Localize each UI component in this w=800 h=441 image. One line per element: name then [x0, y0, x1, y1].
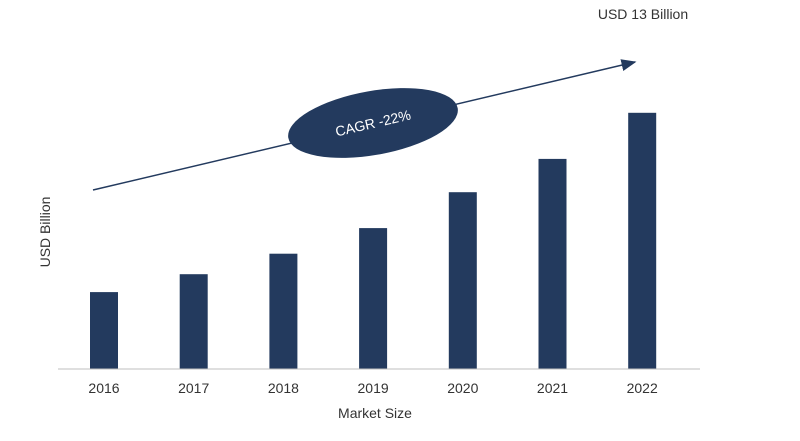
x-tick-2019: 2019	[358, 380, 389, 396]
x-tick-2020: 2020	[447, 380, 478, 396]
bars-layer	[90, 112, 657, 370]
bar-2016	[90, 292, 118, 369]
bar-2018	[269, 253, 298, 369]
bar-2017	[179, 274, 208, 369]
y-axis-title: USD Billion	[37, 197, 53, 268]
x-tick-2017: 2017	[178, 380, 209, 396]
x-tick-labels: 2016 2017 2018 2019 2020 2021 2022	[88, 380, 658, 396]
x-tick-2022: 2022	[627, 380, 658, 396]
bar-2022	[628, 112, 657, 370]
x-tick-2021: 2021	[537, 380, 568, 396]
bar-2021	[538, 158, 567, 369]
x-tick-2016: 2016	[88, 380, 119, 396]
cagr-badge: CAGR -22%	[288, 88, 458, 158]
cagr-ellipse	[288, 88, 458, 158]
x-axis-title: Market Size	[338, 405, 412, 421]
x-tick-2018: 2018	[268, 380, 299, 396]
bar-2020	[448, 192, 477, 369]
top-value-label: USD 13 Billion	[598, 6, 688, 22]
bar-2019	[359, 228, 388, 369]
